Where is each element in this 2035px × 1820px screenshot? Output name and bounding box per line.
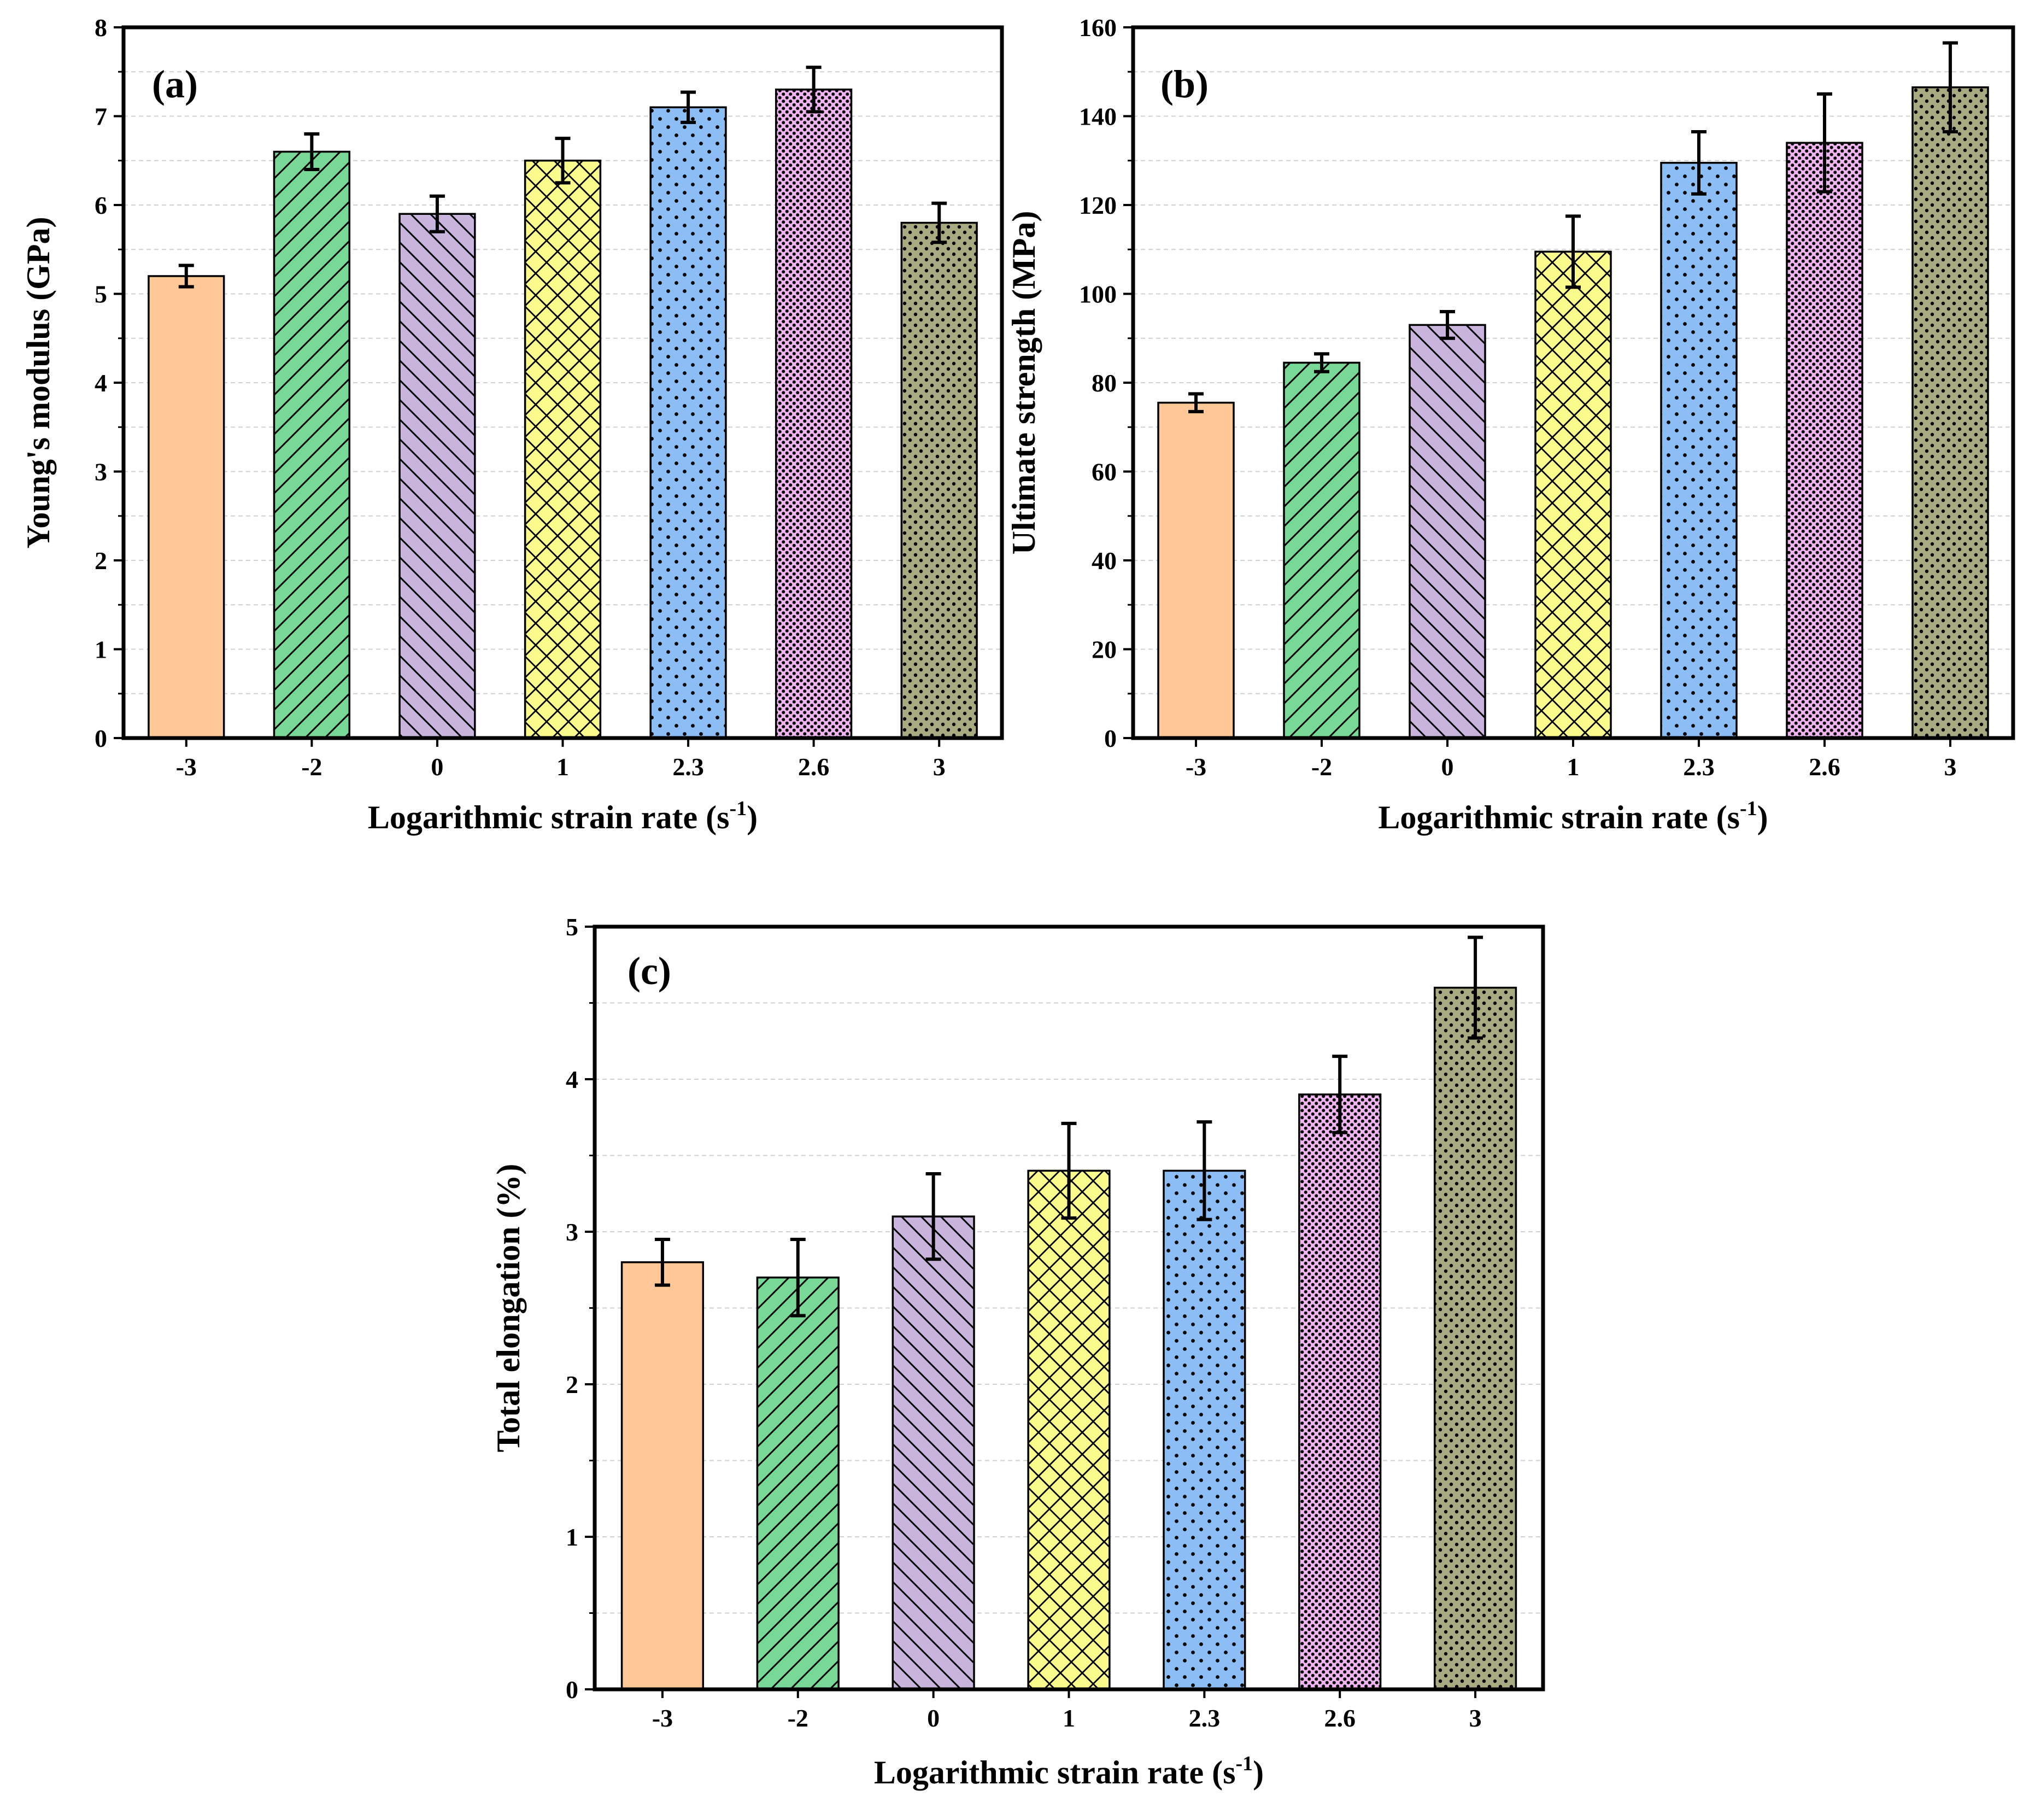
- bar: [1660, 162, 1738, 739]
- plot-frame: [1131, 25, 2015, 740]
- bar: [1163, 1169, 1246, 1690]
- y-tick-label: 20: [1092, 636, 1117, 664]
- y-tick-label: 80: [1092, 369, 1117, 397]
- y-tick-label: 120: [1079, 191, 1117, 219]
- bar: [620, 1261, 705, 1690]
- y-tick-label: 5: [566, 913, 578, 941]
- x-tick-label: -2: [788, 1704, 808, 1732]
- y-tick-label: 1: [95, 636, 107, 664]
- y-tick-label: 5: [95, 280, 107, 308]
- y-tick-label: 0: [1104, 724, 1117, 752]
- y-tick-label: 0: [566, 1676, 578, 1704]
- bar: [398, 213, 476, 739]
- y-tick-label: 40: [1092, 547, 1117, 575]
- bar: [1298, 1093, 1382, 1690]
- x-axis-title: Logarithmic strain rate (s-1): [874, 1752, 1264, 1790]
- bar: [1409, 324, 1486, 739]
- x-axis-title: Logarithmic strain rate (s-1): [368, 797, 758, 835]
- y-tick-label: 1: [566, 1523, 578, 1551]
- x-tick-label: 3: [1944, 753, 1957, 781]
- bar: [273, 150, 350, 739]
- bar: [1534, 250, 1612, 739]
- plot-frame: [593, 924, 1545, 1692]
- bar: [1911, 86, 1989, 739]
- x-tick-label: 1: [556, 753, 569, 781]
- bar: [1157, 401, 1235, 739]
- x-tick-label: 1: [1567, 753, 1580, 781]
- y-axis-title: Ultimate strength (MPa): [1006, 211, 1042, 555]
- x-axis-title: Logarithmic strain rate (s-1): [1378, 797, 1768, 835]
- bar: [1283, 361, 1360, 739]
- x-tick-label: 2.3: [672, 753, 704, 781]
- panel-label: (b): [1160, 62, 1209, 106]
- y-tick-label: 8: [95, 14, 107, 42]
- bar: [775, 89, 853, 739]
- bar: [892, 1215, 975, 1690]
- x-tick-label: 0: [431, 753, 443, 781]
- bar: [1027, 1169, 1111, 1690]
- y-tick-label: 3: [95, 458, 107, 486]
- x-tick-label: -3: [652, 1704, 673, 1732]
- x-tick-label: -2: [1311, 753, 1332, 781]
- chart-panel-a: 0 1 2 3 4 5 6 7 8 -3 -2 0 1 2.3 2.6 3 (a) Logarithmic str…: [20, 14, 1004, 835]
- x-tick-label: -3: [176, 753, 197, 781]
- x-tick-label: 2.6: [1809, 753, 1840, 781]
- y-axis-title: Young's modulus (GPa): [20, 217, 56, 549]
- x-tick-label: -3: [1186, 753, 1206, 781]
- x-tick-label: 3: [933, 753, 946, 781]
- bar: [900, 221, 978, 739]
- bar: [1786, 142, 1863, 739]
- panel-label: (c): [627, 949, 671, 993]
- y-tick-label: 2: [95, 547, 107, 575]
- x-tick-label: 2.6: [1324, 1704, 1356, 1732]
- bar: [756, 1276, 840, 1690]
- y-tick-label: 4: [566, 1066, 578, 1093]
- x-tick-label: 0: [1441, 753, 1454, 781]
- x-tick-label: 1: [1063, 1704, 1075, 1732]
- y-tick-label: 60: [1092, 458, 1117, 486]
- x-tick-label: 2.3: [1189, 1704, 1221, 1732]
- x-tick-label: -2: [301, 753, 322, 781]
- y-tick-label: 7: [95, 103, 107, 131]
- y-tick-label: 140: [1079, 103, 1117, 131]
- x-tick-label: 3: [1469, 1704, 1482, 1732]
- x-tick-label: 0: [927, 1704, 940, 1732]
- chart-panel-c: 0 1 2 3 4 5 -3 -2 0 1 2.3 2.6 3 (c) Logarithmic strain…: [490, 913, 1545, 1790]
- bar: [148, 275, 225, 739]
- y-tick-label: 160: [1079, 14, 1117, 42]
- bar: [1433, 986, 1517, 1690]
- bar: [524, 160, 602, 739]
- x-tick-label: 2.6: [798, 753, 830, 781]
- x-tick-label: 2.3: [1683, 753, 1715, 781]
- y-tick-label: 6: [95, 191, 107, 219]
- bar: [649, 106, 727, 739]
- y-axis-title: Total elongation (%): [490, 1164, 526, 1453]
- y-tick-label: 2: [566, 1371, 578, 1398]
- panel-label: (a): [152, 62, 198, 106]
- plot-frame: [121, 25, 1004, 740]
- y-tick-label: 3: [566, 1218, 578, 1246]
- y-tick-label: 100: [1079, 280, 1117, 308]
- y-tick-label: 4: [95, 369, 107, 397]
- chart-panel-b: 0 20 40 60 80 100 120 140 160 -3 -2 0 1 2.3 2.6 3 (b) Log…: [1006, 14, 2015, 835]
- y-tick-label: 0: [95, 724, 107, 752]
